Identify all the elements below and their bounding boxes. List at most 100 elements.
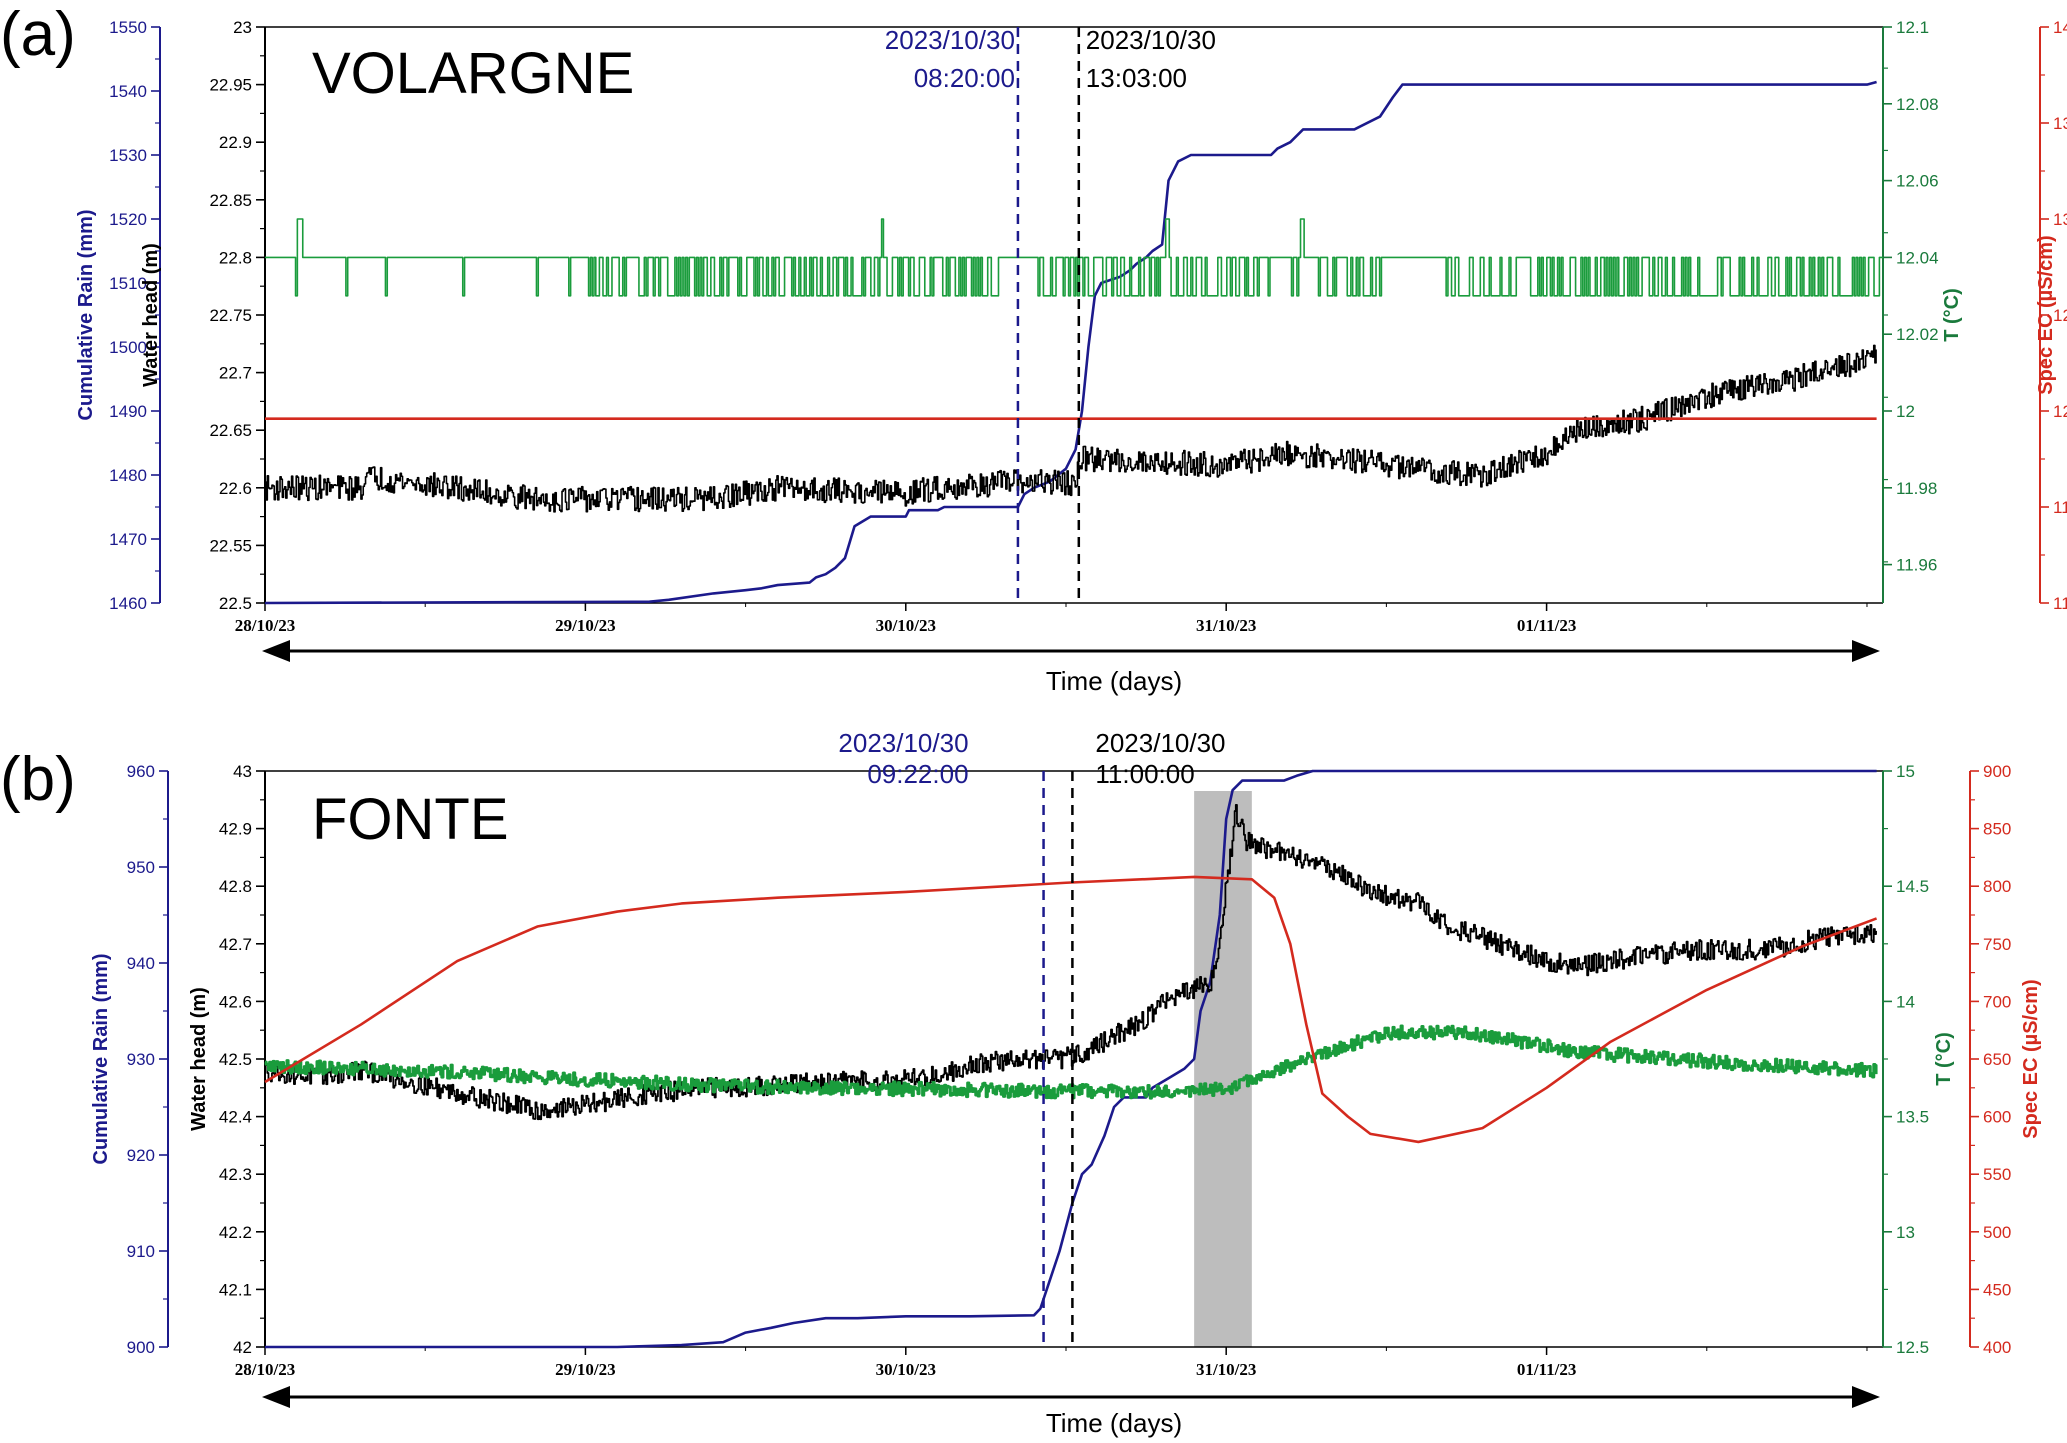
rain-tick-label: 1470 — [109, 530, 147, 549]
rain-tick-label: 1540 — [109, 82, 147, 101]
head-tick-label: 23 — [233, 18, 252, 37]
temp-tick-label: 11.96 — [1896, 556, 1937, 575]
head-tick-label: 42.7 — [219, 935, 252, 954]
x-tick-label: 01/11/23 — [1517, 1360, 1577, 1379]
head-tick-label: 43 — [233, 762, 252, 781]
ec-tick-label: 110 — [2053, 594, 2067, 613]
head-tick-label: 22.8 — [219, 248, 252, 267]
x-tick-label: 31/10/23 — [1196, 1360, 1256, 1379]
x-tick-label: 01/11/23 — [1517, 616, 1577, 635]
series-water-head-line — [265, 344, 1877, 513]
rain-tick-label: 1520 — [109, 210, 147, 229]
ec-tick-label: 750 — [1983, 935, 2011, 954]
panel-label: (a) — [0, 0, 76, 69]
rain-tick-label: 1510 — [109, 274, 147, 293]
temp-tick-label: 12 — [1896, 402, 1915, 421]
temp-axis-title: T (°C) — [1941, 288, 1963, 342]
head-tick-label: 42.6 — [219, 992, 252, 1011]
rain-axis-title: Cumulative Rain (mm) — [75, 209, 97, 420]
rain-tick-label: 960 — [127, 762, 155, 781]
head-tick-label: 42.1 — [219, 1280, 252, 1299]
head-tick-label: 22.9 — [219, 133, 252, 152]
rain-tick-label: 900 — [127, 1338, 155, 1357]
time-arrow-left-head — [262, 640, 290, 662]
ec-tick-label: 800 — [1983, 877, 2011, 896]
site-name: FONTE — [312, 787, 509, 852]
event-marker-label: 13:03:00 — [1086, 63, 1187, 93]
temp-tick-label: 12.5 — [1896, 1338, 1929, 1357]
event-marker-label: 09:22:00 — [867, 759, 968, 789]
rain-tick-label: 1460 — [109, 594, 147, 613]
ec-tick-label: 125 — [2053, 306, 2067, 325]
event-marker-label: 2023/10/30 — [885, 25, 1015, 55]
series-cumulative-rain-line — [265, 769, 1877, 1349]
head-tick-label: 22.5 — [219, 594, 252, 613]
ec-tick-label: 550 — [1983, 1165, 2011, 1184]
ec-tick-label: 130 — [2053, 210, 2067, 229]
series-t-line — [264, 1024, 1878, 1100]
ec-tick-label: 850 — [1983, 820, 2011, 839]
event-marker-label: 11:00:00 — [1095, 759, 1194, 789]
ec-axis-title: Spec EC (µS/cm) — [2020, 979, 2042, 1138]
x-tick-label: 28/10/23 — [235, 616, 295, 635]
ec-tick-label: 400 — [1983, 1338, 2011, 1357]
temp-tick-label: 15 — [1896, 762, 1915, 781]
time-arrow-right-head — [1852, 1386, 1880, 1408]
temp-tick-label: 12.02 — [1896, 325, 1939, 344]
temp-tick-label: 12.04 — [1896, 248, 1939, 267]
rain-tick-label: 950 — [127, 858, 155, 877]
rain-tick-label: 910 — [127, 1242, 155, 1261]
ec-tick-label: 140 — [2053, 18, 2067, 37]
x-axis-label: Time (days) — [1046, 666, 1182, 696]
temp-tick-label: 14.5 — [1896, 877, 1929, 896]
time-arrow-left-head — [262, 1386, 290, 1408]
head-tick-label: 22.65 — [209, 421, 252, 440]
x-tick-label: 28/10/23 — [235, 1360, 295, 1379]
x-tick-label: 30/10/23 — [876, 1360, 936, 1379]
ec-tick-label: 115 — [2053, 498, 2067, 517]
head-tick-label: 42.5 — [219, 1050, 252, 1069]
ec-tick-label: 135 — [2053, 114, 2067, 133]
series-cumulative-rain-line — [264, 80, 1877, 605]
rain-tick-label: 940 — [127, 954, 155, 973]
event-marker-label: 2023/10/30 — [1086, 25, 1216, 55]
time-arrow-right-head — [1852, 640, 1880, 662]
rain-tick-label: 1490 — [109, 402, 147, 421]
head-tick-label: 22.85 — [209, 191, 252, 210]
head-tick-label: 22.95 — [209, 76, 252, 95]
temp-tick-label: 13 — [1896, 1223, 1915, 1242]
head-tick-label: 42.9 — [219, 820, 252, 839]
temp-tick-label: 12.08 — [1896, 95, 1939, 114]
head-tick-label: 42.8 — [219, 877, 252, 896]
head-tick-label: 22.75 — [209, 306, 252, 325]
head-tick-label: 42 — [233, 1338, 252, 1357]
ec-tick-label: 650 — [1983, 1050, 2011, 1069]
head-tick-label: 22.6 — [219, 479, 252, 498]
panel-a: (a) VOLARGNE 28/10/23 29/10/23 30/10/23 31/10… — [0, 0, 2067, 696]
temp-tick-label: 14 — [1896, 992, 1915, 1011]
rain-tick-label: 1480 — [109, 466, 147, 485]
event-marker-label: 2023/10/30 — [1095, 728, 1225, 758]
rain-tick-label: 930 — [127, 1050, 155, 1069]
rain-axis-title: Cumulative Rain (mm) — [90, 953, 112, 1164]
x-tick-label: 29/10/23 — [555, 616, 615, 635]
rain-tick-label: 1550 — [109, 18, 147, 37]
temp-tick-label: 11.98 — [1896, 479, 1937, 498]
temp-tick-label: 12.06 — [1896, 172, 1939, 191]
series-spec-ec-line — [264, 875, 1878, 1144]
ec-axis-title: Spec EC (µS/cm) — [2035, 235, 2057, 394]
ec-tick-label: 900 — [1983, 762, 2011, 781]
panel-b: (b) FONTE 28/10/23 29/10/23 30/10/23 31/10/23… — [0, 728, 2042, 1438]
ec-tick-label: 450 — [1983, 1280, 2011, 1299]
head-axis-title: Water head (m) — [188, 987, 210, 1131]
ec-tick-label: 700 — [1983, 992, 2011, 1011]
site-name: VOLARGNE — [312, 41, 634, 106]
rain-tick-label: 1530 — [109, 146, 147, 165]
rain-tick-label: 920 — [127, 1146, 155, 1165]
temp-tick-label: 13.5 — [1896, 1108, 1929, 1127]
event-marker-label: 2023/10/30 — [838, 728, 968, 758]
head-tick-label: 22.55 — [209, 536, 252, 555]
x-tick-label: 30/10/23 — [876, 616, 936, 635]
ec-tick-label: 600 — [1983, 1108, 2011, 1127]
event-marker-label: 08:20:00 — [914, 63, 1015, 93]
